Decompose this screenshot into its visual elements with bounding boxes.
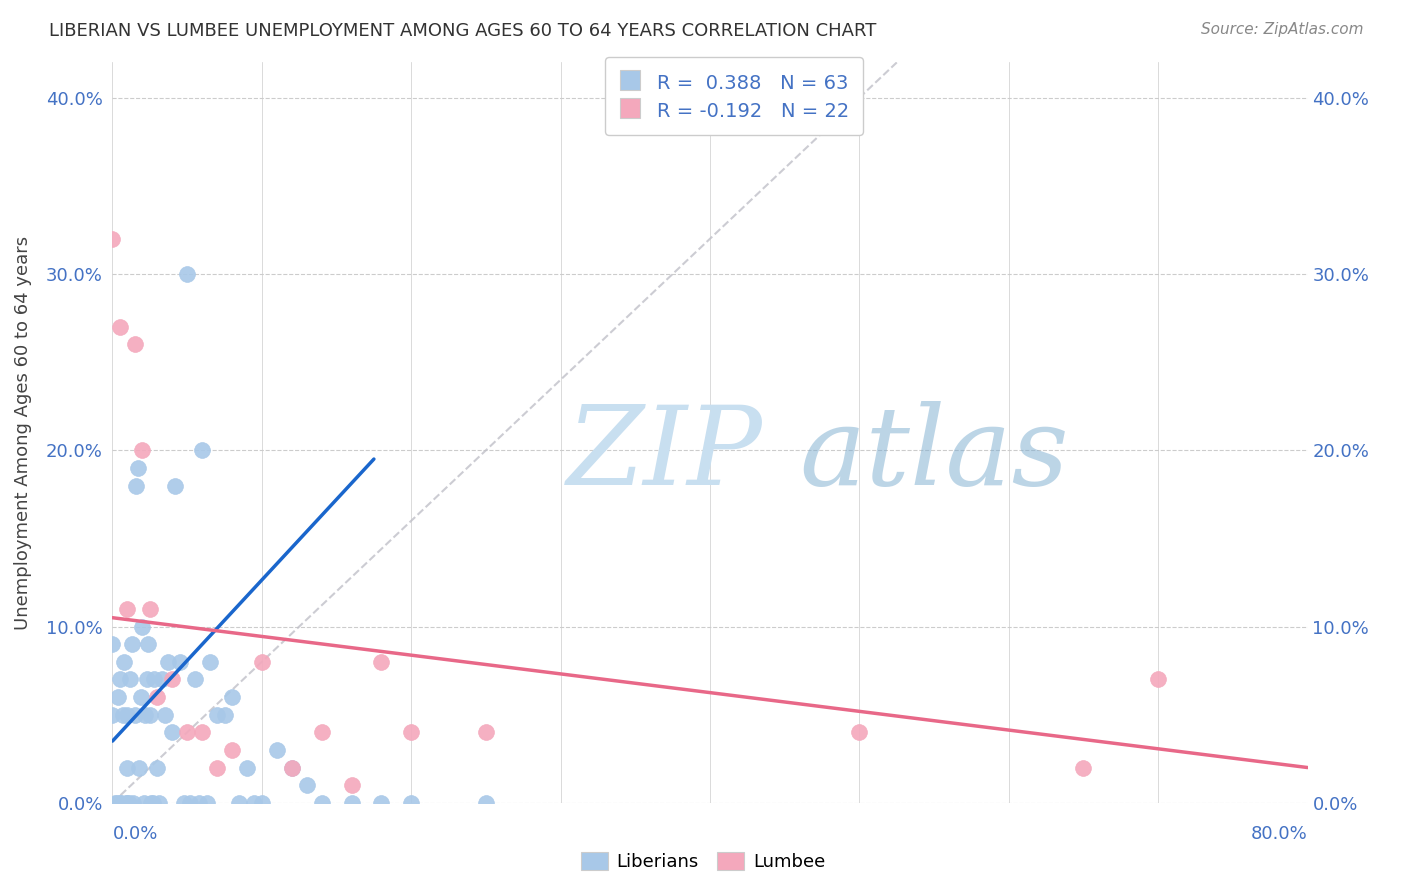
Point [148, 796, 170, 810]
Point [150, 673, 173, 687]
Point [143, 673, 166, 687]
Point [124, 707, 146, 722]
Point [121, 637, 143, 651]
Point [107, 690, 129, 704]
Point [120, 673, 142, 687]
Point [142, 796, 165, 810]
Point [401, 796, 423, 810]
Text: 0.0%: 0.0% [112, 825, 157, 843]
Point [250, 655, 273, 669]
Point [370, 655, 392, 669]
Point [1073, 760, 1095, 774]
Legend: Liberians, Lumbee: Liberians, Lumbee [574, 845, 832, 879]
Point [128, 760, 150, 774]
Y-axis label: Unemployment Among Ages 60 to 64 years: Unemployment Among Ages 60 to 64 years [14, 235, 32, 630]
Point [111, 707, 134, 722]
Point [214, 707, 236, 722]
Point [311, 796, 333, 810]
Point [153, 707, 176, 722]
Point [183, 673, 205, 687]
Point [188, 796, 211, 810]
Point [243, 796, 266, 810]
Point [250, 796, 273, 810]
Point [281, 760, 304, 774]
Point [401, 725, 423, 739]
Point [191, 725, 214, 739]
Point [195, 796, 218, 810]
Point [108, 319, 131, 334]
Text: 80.0%: 80.0% [1251, 825, 1308, 843]
Point [475, 725, 498, 739]
Point [131, 619, 153, 633]
Point [115, 796, 138, 810]
Point [117, 602, 139, 616]
Point [179, 796, 201, 810]
Point [138, 637, 160, 651]
Point [101, 707, 124, 722]
Point [108, 796, 131, 810]
Text: atlas: atlas [800, 401, 1070, 508]
Point [176, 725, 198, 739]
Point [108, 673, 131, 687]
Point [191, 443, 214, 458]
Point [105, 796, 128, 810]
Point [1147, 673, 1170, 687]
Point [162, 673, 183, 687]
Point [311, 725, 333, 739]
Point [114, 655, 135, 669]
Point [340, 778, 363, 792]
Point [205, 760, 228, 774]
Text: Source: ZipAtlas.com: Source: ZipAtlas.com [1201, 22, 1364, 37]
Point [156, 655, 179, 669]
Point [370, 796, 392, 810]
Point [117, 796, 139, 810]
Point [173, 796, 195, 810]
Point [117, 707, 139, 722]
Point [165, 478, 187, 492]
Point [221, 690, 243, 704]
Point [125, 478, 148, 492]
Point [117, 760, 139, 774]
Point [127, 461, 149, 475]
Point [129, 690, 152, 704]
Point [101, 232, 124, 246]
Point [139, 602, 162, 616]
Point [118, 796, 141, 810]
Point [124, 337, 146, 351]
Point [146, 690, 169, 704]
Point [104, 796, 127, 810]
Point [295, 778, 318, 792]
Point [146, 760, 169, 774]
Point [162, 725, 183, 739]
Text: LIBERIAN VS LUMBEE UNEMPLOYMENT AMONG AGES 60 TO 64 YEARS CORRELATION CHART: LIBERIAN VS LUMBEE UNEMPLOYMENT AMONG AG… [49, 22, 876, 40]
Point [221, 743, 243, 757]
Point [176, 267, 198, 281]
Point [205, 707, 228, 722]
Point [132, 796, 155, 810]
Point [131, 443, 153, 458]
Point [236, 760, 259, 774]
Point [139, 707, 162, 722]
Legend: R =  0.388   N = 63, R = -0.192   N = 22: R = 0.388 N = 63, R = -0.192 N = 22 [605, 57, 863, 136]
Point [135, 673, 157, 687]
Text: ZIP: ZIP [567, 401, 762, 508]
Point [848, 725, 870, 739]
Point [281, 760, 304, 774]
Point [228, 796, 250, 810]
Point [110, 796, 132, 810]
Point [475, 796, 498, 810]
Point [122, 796, 145, 810]
Point [141, 796, 163, 810]
Point [266, 743, 288, 757]
Point [134, 707, 156, 722]
Point [198, 655, 221, 669]
Point [340, 796, 363, 810]
Point [169, 655, 191, 669]
Point [101, 637, 124, 651]
